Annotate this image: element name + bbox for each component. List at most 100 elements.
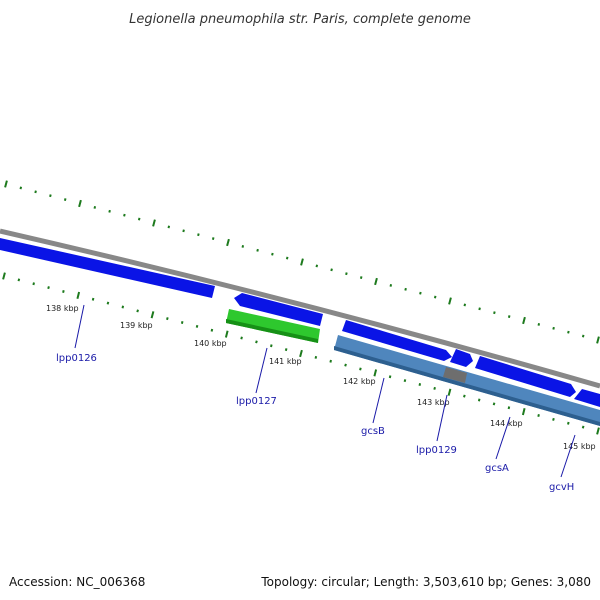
inner-track-tick (521, 407, 526, 416)
inner-track-tick (121, 305, 125, 309)
inner-tick-track (2, 272, 600, 435)
outer-track-tick (211, 237, 215, 241)
inner-track-tick (537, 414, 540, 417)
inner-track-tick (581, 425, 585, 429)
outer-track-tick (419, 291, 422, 295)
outer-track-tick (478, 307, 481, 311)
inner-track-tick (567, 421, 570, 425)
inner-track-tick (477, 398, 481, 402)
outer-track-tick (226, 238, 230, 247)
leader-lpp0127 (255, 347, 268, 394)
inner-track-tick (210, 328, 214, 332)
gene-label-gcsB[interactable]: gcsB (361, 426, 385, 437)
kbp-scale: 138 kbp 139 kbp 140 kbp 141 kbp 142 kbp … (46, 304, 596, 451)
inner-track-tick (433, 386, 436, 390)
inner-track-tick (314, 355, 318, 359)
gene-label-gcvH[interactable]: gcvH (549, 482, 574, 493)
outer-track-tick (300, 258, 304, 266)
inner-feature-track (226, 309, 600, 426)
inner-track-tick (418, 383, 422, 386)
inner-track-tick (373, 369, 378, 377)
outer-track-tick (404, 287, 407, 291)
inner-track-tick (388, 375, 392, 379)
outer-track-tick (315, 264, 319, 268)
inner-track-tick (270, 344, 273, 348)
outer-track-tick (463, 303, 467, 307)
inner-track-tick (180, 321, 184, 324)
outer-track-tick (552, 326, 555, 330)
inner-track-tick (492, 402, 496, 406)
outer-track-tick (522, 316, 526, 325)
forward-strand-features (0, 238, 600, 407)
leader-gcsB (372, 377, 385, 424)
inner-track-tick (329, 359, 332, 363)
outer-track-tick (78, 199, 82, 208)
gene-feature-lpp0129-region[interactable] (443, 367, 467, 383)
leader-lpp0129 (436, 394, 448, 442)
outer-track-tick (19, 186, 23, 190)
outer-track-tick (63, 198, 67, 202)
tick-label-140: 140 kbp (194, 339, 227, 348)
outer-track-tick (34, 190, 37, 194)
outer-track-tick (507, 315, 511, 319)
outer-track-tick (4, 180, 8, 188)
inner-track-tick (195, 324, 199, 328)
gene-label-leaders (74, 304, 576, 478)
inner-track-tick (552, 417, 555, 421)
outer-track-tick (345, 272, 348, 276)
inner-track-tick (32, 282, 35, 286)
cds-feature-gcvH[interactable] (574, 389, 600, 407)
tick-label-138: 138 kbp (46, 304, 79, 313)
outer-track-tick (182, 229, 185, 233)
accession-text: Accession: NC_006368 (9, 575, 145, 589)
cds-feature-lpp0129[interactable] (450, 349, 473, 367)
cds-feature-gcsB[interactable] (342, 320, 452, 361)
tick-label-142: 142 kbp (343, 377, 376, 386)
tick-label-139: 139 kbp (120, 321, 153, 330)
outer-track-tick (108, 209, 111, 213)
outer-track-tick (330, 268, 333, 272)
leader-gcsA (495, 416, 511, 460)
inner-track-tick (403, 379, 407, 383)
leader-lpp0126 (74, 304, 85, 349)
outer-track-tick (256, 248, 259, 252)
inner-track-tick (62, 290, 65, 293)
tick-label-141: 141 kbp (269, 357, 302, 366)
outer-track-tick (93, 205, 97, 209)
gene-label-gcsA[interactable]: gcsA (485, 463, 509, 474)
inner-track-tick (224, 330, 229, 338)
outer-track-tick (285, 256, 289, 260)
outer-track-tick (374, 277, 378, 286)
inner-track-tick (255, 340, 258, 344)
cds-feature-lpp0127[interactable] (234, 293, 323, 326)
outer-track-tick (197, 233, 200, 237)
outer-track-tick (596, 336, 600, 344)
cds-feature-gcsA[interactable] (475, 356, 576, 397)
inner-track-tick (76, 291, 81, 300)
inner-track-tick (106, 301, 110, 305)
outer-track-tick (389, 283, 393, 287)
gene-label-lpp0127[interactable]: lpp0127 (236, 396, 277, 407)
outer-track-tick (448, 297, 452, 305)
outer-track-tick (137, 217, 141, 221)
gene-label-lpp0129[interactable]: lpp0129 (416, 445, 457, 456)
tick-label-143: 143 kbp (417, 398, 450, 407)
inner-track-tick (240, 336, 243, 340)
inner-track-tick (91, 297, 95, 301)
outer-track-tick (581, 334, 585, 338)
inner-track-tick (299, 349, 303, 358)
genome-backbone (0, 228, 600, 389)
inner-track-tick (150, 311, 155, 319)
inner-track-tick (284, 348, 288, 352)
outer-track-tick (152, 219, 156, 227)
outer-track-tick (241, 244, 245, 248)
outer-track-tick (167, 225, 171, 229)
outer-track-tick (493, 311, 496, 315)
inner-track-tick (166, 317, 169, 321)
cds-feature-lpp0126[interactable] (0, 238, 215, 298)
gene-label-lpp0126[interactable]: lpp0126 (56, 353, 97, 364)
outer-track-tick (433, 295, 437, 299)
outer-track-tick (49, 194, 52, 198)
inner-track-tick (507, 406, 511, 410)
